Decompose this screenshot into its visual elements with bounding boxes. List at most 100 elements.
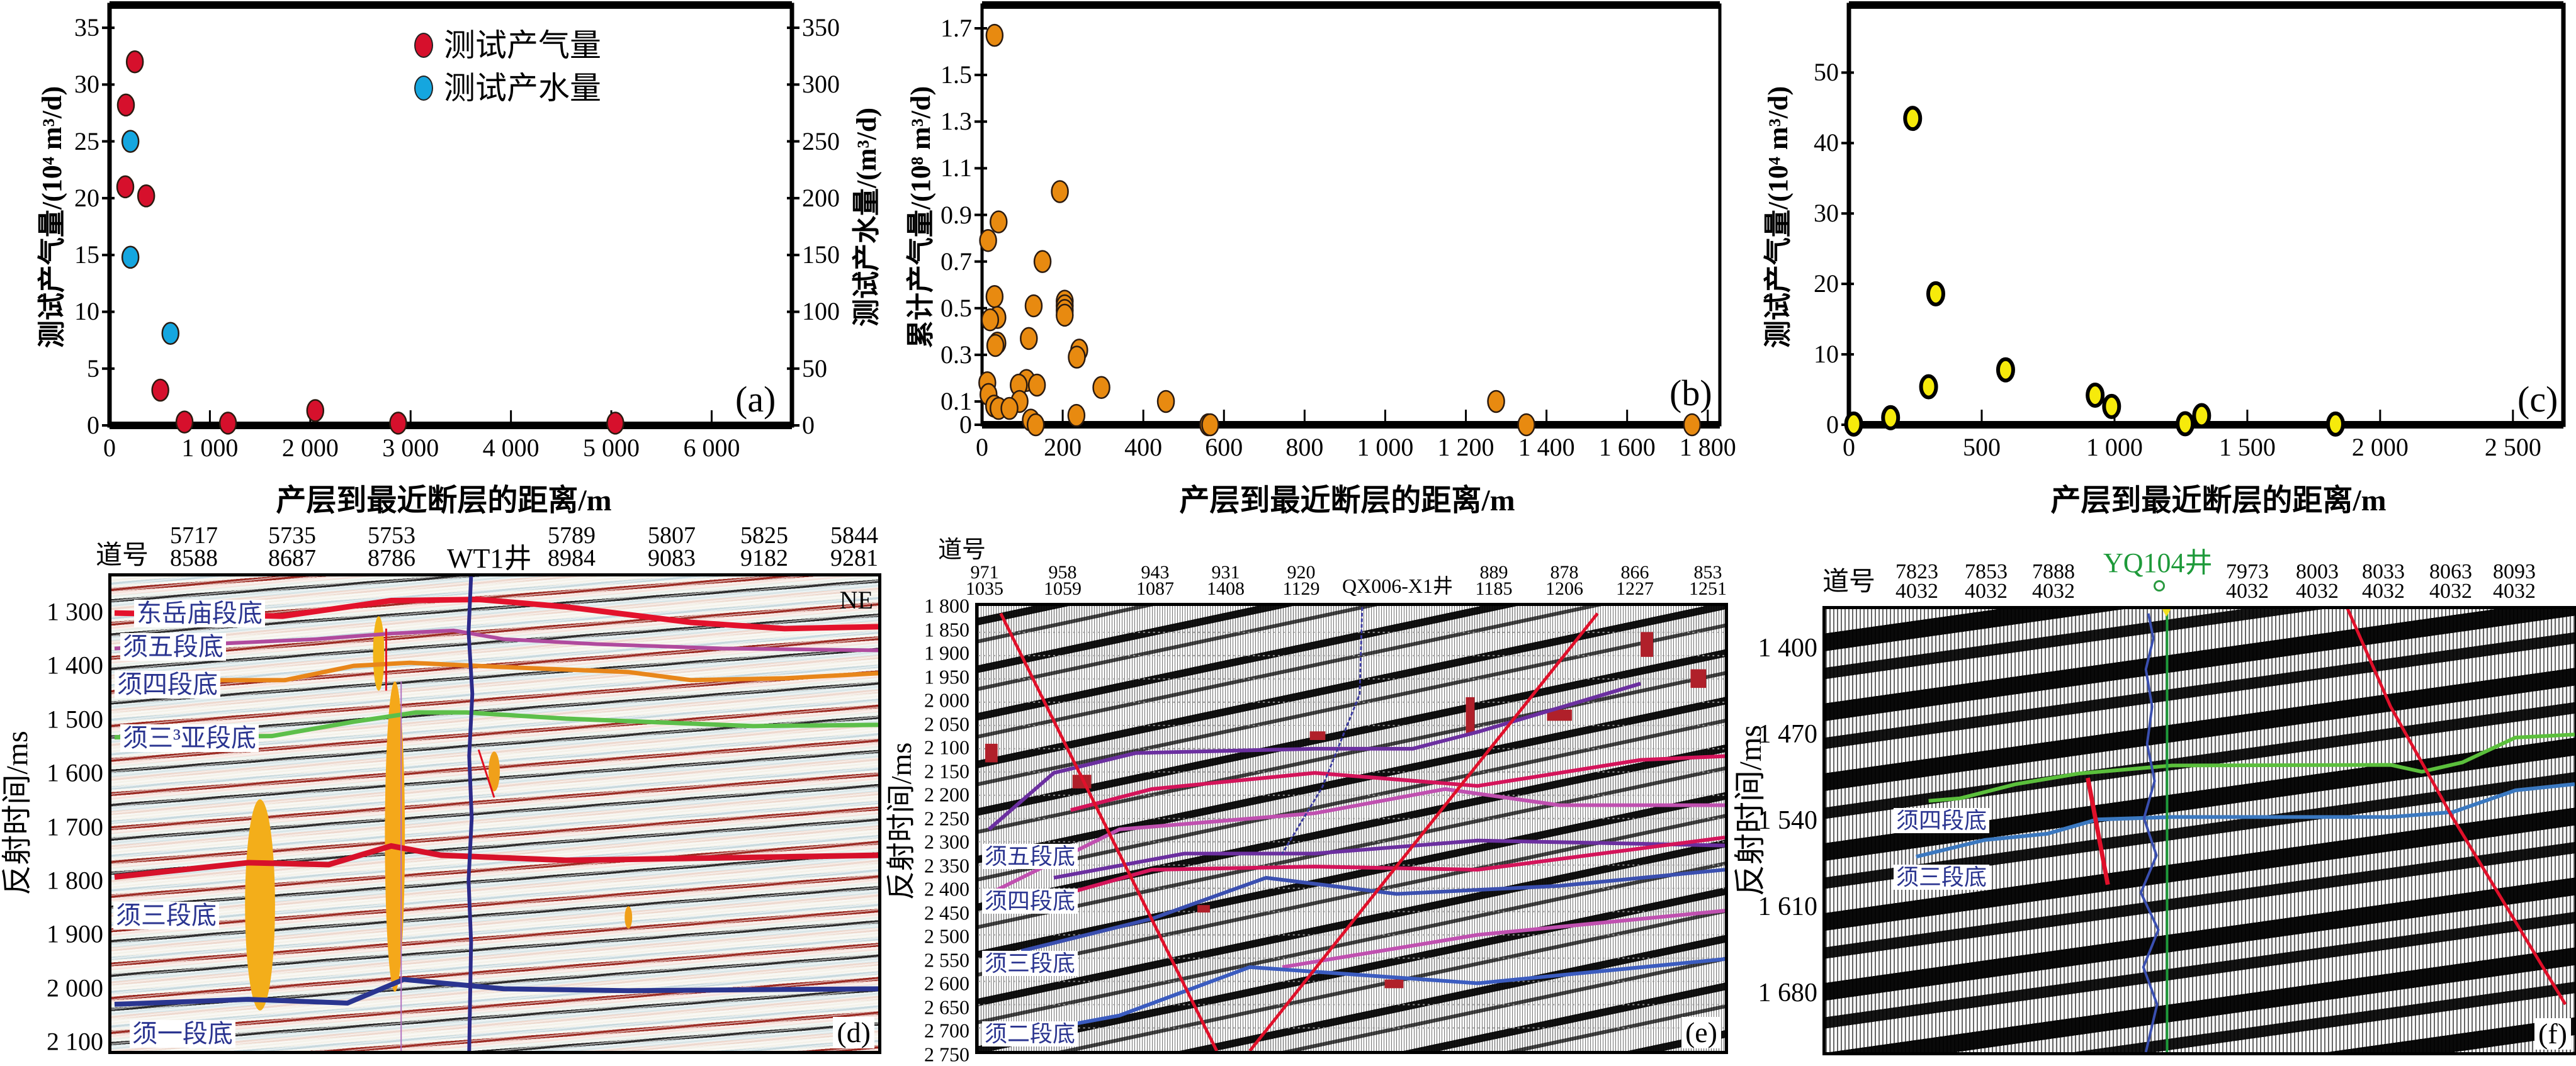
chart-a-ylabel: 测试产气量/(10⁴ m³/d) <box>37 86 67 349</box>
y-tick-label: 0.1 <box>941 386 972 415</box>
time-tick-label: 1 800 <box>47 866 103 895</box>
x-tick-label: 3 000 <box>382 434 439 462</box>
cdp-number: 4032 <box>2032 580 2075 603</box>
data-point-gas <box>2176 411 2195 437</box>
trace-number-column: 931 1408 <box>1207 562 1245 598</box>
y-tick-label: 0.3 <box>941 340 972 369</box>
cdp-number: 1251 <box>1689 578 1727 599</box>
well-label-e: QX006-X1井 <box>1342 575 1453 597</box>
data-point-gas <box>1156 390 1175 413</box>
y-tick-label: 25 <box>74 126 99 155</box>
data-point-gas <box>175 410 194 434</box>
time-tick-label: 2 750 <box>924 1043 969 1065</box>
x-tick-label: 200 <box>1044 433 1082 461</box>
y-tick-label: 0.7 <box>941 247 972 276</box>
horizon-xu3 <box>1916 782 2575 859</box>
trace-number: 8033 <box>2362 560 2405 583</box>
trace-number: 5844 <box>830 522 878 549</box>
cdp-number: 8687 <box>268 545 316 571</box>
horizon-line <box>987 682 1641 831</box>
y-tick-label: 10 <box>74 297 99 326</box>
data-point-gas <box>116 93 135 117</box>
y-tick-label: 50 <box>1814 58 1839 87</box>
y-tick-label: 1.5 <box>941 60 972 89</box>
trace-header-f: 道号 <box>1822 568 1876 597</box>
x-tick-label: 600 <box>1205 433 1243 461</box>
data-point-gas <box>1020 327 1038 351</box>
data-point-gas <box>125 50 144 74</box>
x-tick-label: 0 <box>976 433 988 461</box>
trace-number: 7823 <box>1895 560 1938 583</box>
chart-a-y2label: 测试产水量/(m³/d) <box>851 107 882 327</box>
horizon-xu1 <box>114 977 878 1007</box>
horizon-xu4 <box>1004 835 1725 912</box>
cdp-number: 1087 <box>1136 578 1174 599</box>
y-tick-label: 40 <box>1814 128 1839 157</box>
cdp-number: 4032 <box>2429 580 2472 603</box>
trace-number: 866 <box>1620 562 1649 583</box>
time-tick-label: 2 400 <box>924 877 969 900</box>
time-tick-label: 2 150 <box>924 760 969 782</box>
y-tick-label: 35 <box>74 13 99 42</box>
trace-number-column: 7853 4032 <box>1965 561 2008 602</box>
trace-number-column: 5753 8786 <box>368 524 415 570</box>
y2-tick-label: 200 <box>802 183 840 212</box>
time-tick-label: 1 700 <box>47 812 103 841</box>
x-tick-label: 500 <box>1962 433 2001 461</box>
horizon-xu4 <box>1928 732 2575 803</box>
chart-a-xlabel: 产层到最近断层的距离/m <box>276 484 612 517</box>
horizon-xu3-3 <box>114 710 878 740</box>
data-point-gas <box>606 412 624 435</box>
x-tick-label: 5 000 <box>583 434 640 462</box>
attribute-patch <box>1197 905 1210 913</box>
data-point-gas <box>1051 180 1069 203</box>
seismic-section-d: NE 东岳庙段底 须五段底 须四段底 须三³亚段底 须三段底 须一段底 (d) <box>108 573 881 1054</box>
horizon-dongyuemiao <box>114 597 878 632</box>
time-tick-label: 2 250 <box>924 807 969 829</box>
data-point-gas <box>1067 403 1086 427</box>
horizon-label: 须五段底 <box>982 844 1078 869</box>
data-point-gas <box>2192 403 2212 429</box>
chart-b-panel-label: (b) <box>1669 373 1712 413</box>
panel-label-f: (f) <box>2534 1018 2571 1050</box>
time-tick-label: 2 100 <box>47 1027 103 1056</box>
trace-number: 5717 <box>170 522 218 549</box>
well-trajectory-wt1 <box>466 576 475 1051</box>
y-tick-label: 20 <box>74 183 99 212</box>
trace-number: 958 <box>1048 562 1077 583</box>
anomaly-body <box>373 616 385 691</box>
time-tick-label: 2 600 <box>924 972 969 995</box>
time-tick-label: 1 950 <box>924 665 969 688</box>
trace-number: 5789 <box>548 522 596 549</box>
fault-line <box>2346 609 2567 1006</box>
data-point-gas <box>1027 373 1046 397</box>
y2-tick-label: 350 <box>802 13 840 42</box>
cdp-number: 1035 <box>966 578 1003 599</box>
x-tick-label: 1 600 <box>1598 433 1656 461</box>
data-point-gas <box>979 229 997 252</box>
y-tick-label: 15 <box>74 240 99 269</box>
seismic-e-ytitle: 反射时间/ms <box>885 742 917 900</box>
well-log-curve <box>2139 613 2160 1052</box>
trace-number: 931 <box>1211 562 1240 583</box>
seismic-section-e: 须五段底 须四段底 须三段底 须二段底 (e) <box>975 603 1728 1054</box>
chart-frame <box>980 3 1722 427</box>
chart-frame <box>107 3 794 428</box>
horizon-label: 须二段底 <box>982 1021 1078 1046</box>
horizon-xu3 <box>1020 868 1725 953</box>
well-label-d: WT1井 <box>447 543 532 574</box>
trace-number-column: 878 1206 <box>1545 563 1583 598</box>
time-tick-label: 2 500 <box>924 924 969 948</box>
y-tick-label: 30 <box>1814 199 1839 228</box>
trace-number-column: 5789 8984 <box>548 522 596 570</box>
data-point-gas <box>218 412 237 435</box>
trace-number: 7888 <box>2032 560 2075 583</box>
data-point-gas <box>990 210 1008 233</box>
horizon-label: 须一段底 <box>130 1020 235 1048</box>
attribute-patch <box>1690 669 1707 688</box>
attribute-patch <box>985 743 998 763</box>
trace-number-column: 7823 4032 <box>1895 560 1938 602</box>
well-label-f: YQ104井 <box>2103 547 2213 578</box>
cdp-number: 4032 <box>2226 580 2269 603</box>
data-point-gas <box>1926 281 1945 306</box>
